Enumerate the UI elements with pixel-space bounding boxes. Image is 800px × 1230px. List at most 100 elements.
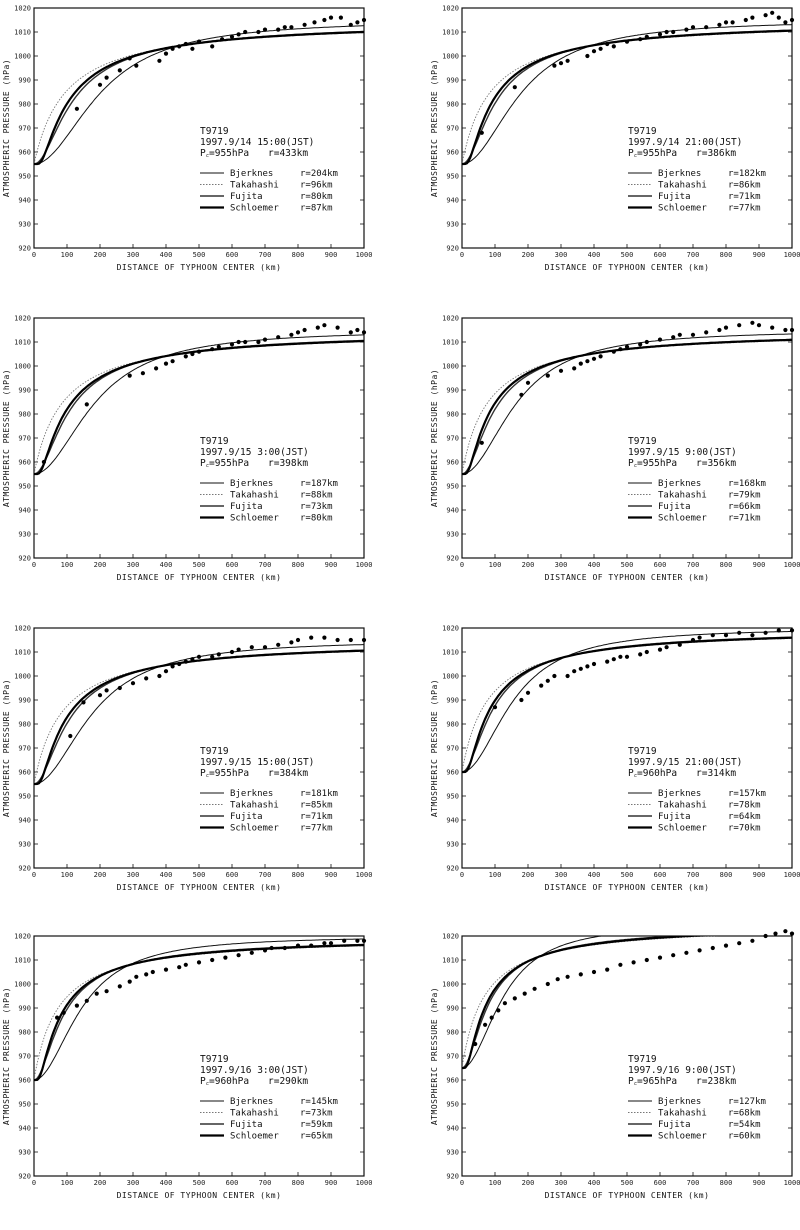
observation-point xyxy=(496,1008,501,1013)
legend-label-schloemer: Schloemer xyxy=(230,204,279,214)
x-axis-label: DISTANCE OF TYPHOON CENTER (km) xyxy=(117,263,282,272)
model-curve-takahashi xyxy=(462,30,792,165)
legend-radius-takahashi: r=79km xyxy=(728,491,761,501)
observation-point xyxy=(631,960,636,965)
y-axis-label: ATMOSPHERIC PRESSURE (hPa) xyxy=(2,679,11,817)
observation-time: 1997.9/15 21:00(JST) xyxy=(628,757,742,768)
y-tick-label: 1000 xyxy=(14,53,31,61)
observation-point xyxy=(190,657,195,662)
legend-label-schloemer: Schloemer xyxy=(658,204,707,214)
x-tick-label: 500 xyxy=(193,1179,206,1187)
legend-label-takahashi: Takahashi xyxy=(230,801,279,811)
observation-point xyxy=(170,359,175,364)
model-curve-bjerknes xyxy=(34,25,364,165)
pressure-profile-panel: 920 930 940 950 960 970 980 990 1000 1010 1020 0 100… xyxy=(0,310,400,612)
observation-point xyxy=(750,320,755,325)
observation-point xyxy=(657,647,663,652)
x-tick-label: 900 xyxy=(325,1179,338,1187)
y-tick-label: 1020 xyxy=(442,625,459,633)
x-tick-label: 800 xyxy=(292,561,305,569)
observation-point xyxy=(229,649,235,655)
typhoon-id: T9719 xyxy=(628,746,657,757)
x-tick-label: 500 xyxy=(621,251,634,259)
observation-point xyxy=(572,366,577,371)
observation-point xyxy=(140,371,145,376)
observation-point xyxy=(605,659,610,664)
y-tick-label: 930 xyxy=(446,531,459,539)
y-tick-label: 980 xyxy=(18,721,31,729)
x-tick-label: 200 xyxy=(522,251,535,259)
legend-radius-fujita: r=80km xyxy=(300,192,333,202)
y-tick-label: 940 xyxy=(446,507,459,515)
x-axis-label: DISTANCE OF TYPHOON CENTER (km) xyxy=(545,263,710,272)
model-curve-bjerknes xyxy=(34,938,364,1081)
observation-point xyxy=(309,943,314,948)
observation-time: 1997.9/15 9:00(JST) xyxy=(628,447,737,458)
observation-point xyxy=(483,1022,488,1027)
observation-point xyxy=(763,13,768,18)
y-tick-label: 990 xyxy=(446,1005,459,1013)
x-tick-label: 200 xyxy=(94,561,107,569)
x-tick-label: 0 xyxy=(460,251,464,259)
y-tick-label: 980 xyxy=(446,411,459,419)
observation-point xyxy=(243,29,248,35)
x-tick-label: 700 xyxy=(687,871,700,879)
observation-point xyxy=(638,37,643,42)
observation-time: 1997.9/14 15:00(JST) xyxy=(200,137,314,148)
legend-radius-bjerknes: r=181km xyxy=(300,789,338,799)
observation-point xyxy=(657,32,663,37)
observation-point xyxy=(183,41,188,47)
observation-point xyxy=(789,17,795,23)
legend-label-takahashi: Takahashi xyxy=(230,1109,279,1119)
x-axis-label: DISTANCE OF TYPHOON CENTER (km) xyxy=(117,573,282,582)
legend-label-fujita: Fujita xyxy=(658,812,691,822)
x-tick-label: 600 xyxy=(226,561,239,569)
observation-point xyxy=(170,46,175,51)
legend-radius-fujita: r=71km xyxy=(300,812,333,822)
x-tick-label: 700 xyxy=(259,561,272,569)
x-tick-label: 800 xyxy=(720,1179,733,1187)
observation-point xyxy=(183,659,188,664)
y-tick-label: 990 xyxy=(446,697,459,705)
x-tick-label: 100 xyxy=(489,1179,502,1187)
x-tick-label: 400 xyxy=(588,251,601,259)
x-tick-label: 900 xyxy=(325,561,338,569)
observation-point xyxy=(127,979,132,984)
y-tick-label: 960 xyxy=(446,149,459,157)
pressure-profile-panel: 920 930 940 950 960 970 980 990 1000 1010 1020 0 100… xyxy=(0,928,400,1230)
observation-point xyxy=(750,938,755,943)
y-axis-label: ATMOSPHERIC PRESSURE (hPa) xyxy=(2,987,11,1125)
y-tick-label: 990 xyxy=(18,387,31,395)
observation-point xyxy=(361,637,367,643)
pressure-profile-chart: 920 930 940 950 960 970 980 990 1000 1010 1020 0 100… xyxy=(430,5,800,273)
observation-point xyxy=(525,690,531,695)
observation-point xyxy=(144,972,149,977)
x-tick-label: 400 xyxy=(160,1179,173,1187)
observation-point xyxy=(157,673,162,679)
observation-point xyxy=(338,15,343,20)
y-tick-label: 940 xyxy=(18,817,31,825)
model-curve-fujita xyxy=(34,30,364,165)
observation-point xyxy=(355,938,360,943)
observation-point xyxy=(638,652,643,657)
model-curve-takahashi xyxy=(462,340,792,475)
y-tick-label: 960 xyxy=(18,459,31,467)
legend-radius-schloemer: r=87km xyxy=(300,204,333,214)
observation-point xyxy=(104,75,109,80)
legend-radius-bjerknes: r=157km xyxy=(728,789,766,799)
x-tick-label: 200 xyxy=(94,251,107,259)
y-tick-label: 920 xyxy=(446,245,459,253)
x-tick-label: 400 xyxy=(160,561,173,569)
y-tick-label: 930 xyxy=(446,221,459,229)
observation-point xyxy=(638,342,643,347)
legend-radius-fujita: r=64km xyxy=(728,812,761,822)
legend-radius-takahashi: r=88km xyxy=(300,491,333,501)
model-curve-fujita xyxy=(462,29,792,165)
observation-point xyxy=(177,965,182,970)
x-tick-label: 0 xyxy=(32,561,36,569)
observation-point xyxy=(236,339,241,345)
observation-point xyxy=(671,29,676,35)
x-tick-label: 500 xyxy=(193,561,206,569)
x-tick-label: 100 xyxy=(61,871,74,879)
x-tick-label: 400 xyxy=(160,251,173,259)
